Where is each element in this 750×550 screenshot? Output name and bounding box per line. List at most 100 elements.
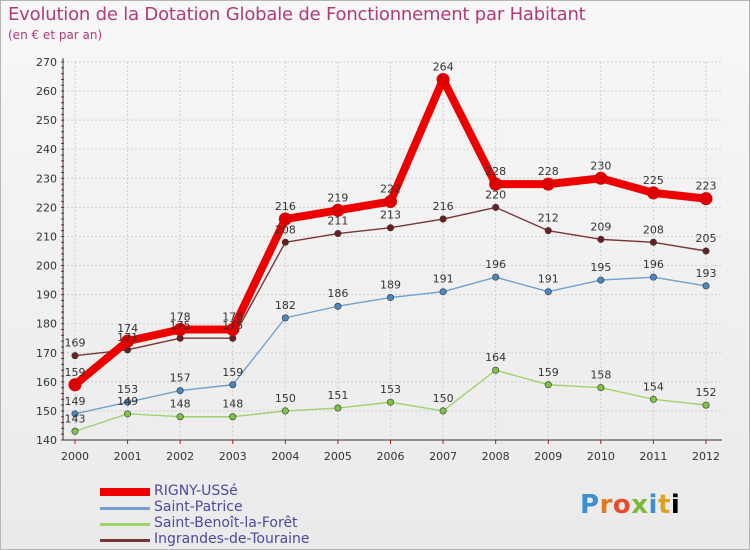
legend-label: Saint-Benoît-la-Forêt [154, 515, 298, 531]
data-label: 186 [327, 287, 348, 300]
data-label: 169 [65, 337, 86, 350]
data-point [229, 381, 237, 389]
data-point [281, 314, 289, 322]
data-label: 175 [170, 319, 191, 332]
data-label: 178 [222, 311, 243, 324]
data-label: 196 [485, 258, 506, 271]
data-point [229, 413, 237, 421]
legend-swatch [100, 507, 150, 510]
data-label: 196 [643, 258, 664, 271]
data-point [384, 195, 397, 209]
data-label: 157 [170, 372, 191, 385]
data-point [597, 384, 605, 392]
data-point [702, 401, 710, 409]
data-label: 151 [327, 389, 348, 402]
data-point [646, 186, 660, 200]
data-label: 182 [275, 299, 296, 312]
data-label: 205 [696, 232, 717, 245]
data-point [439, 215, 447, 223]
data-label: 228 [485, 165, 506, 178]
data-point [699, 192, 713, 206]
data-point [649, 273, 657, 281]
y-tick-label: 170 [36, 347, 57, 360]
data-label: 152 [696, 386, 717, 399]
data-point [334, 230, 342, 238]
data-point [597, 276, 605, 284]
data-point [278, 212, 292, 226]
data-point [544, 227, 552, 235]
x-tick-label: 2000 [61, 450, 89, 463]
y-tick-label: 150 [36, 405, 57, 418]
data-point [334, 404, 342, 412]
data-label: 225 [643, 174, 664, 187]
data-label: 191 [538, 273, 559, 286]
data-label: 208 [275, 223, 296, 236]
data-label: 178 [170, 311, 191, 324]
y-tick-label: 260 [36, 85, 57, 98]
x-tick-label: 2010 [587, 450, 615, 463]
data-label: 150 [433, 392, 454, 405]
data-label: 159 [65, 366, 86, 379]
data-label: 213 [380, 209, 401, 222]
legend-swatch [100, 539, 150, 542]
data-point [334, 302, 342, 310]
data-label: 171 [117, 331, 138, 344]
data-point [121, 334, 135, 348]
data-point [226, 323, 240, 337]
data-point [439, 407, 447, 415]
data-label: 143 [65, 412, 86, 425]
x-tick-label: 2005 [324, 450, 352, 463]
data-point [702, 282, 710, 290]
y-tick-label: 250 [36, 114, 57, 127]
y-tick-label: 160 [36, 376, 57, 389]
data-point [436, 72, 450, 86]
data-point [386, 224, 394, 232]
x-tick-label: 2001 [114, 450, 142, 463]
chart-subtitle: (en € et par an) [8, 28, 103, 42]
data-label: 211 [327, 215, 348, 228]
y-tick-label: 200 [36, 260, 57, 273]
data-label: 209 [590, 220, 611, 233]
data-label: 150 [275, 392, 296, 405]
data-label: 216 [275, 200, 296, 213]
y-tick-label: 210 [36, 230, 57, 243]
data-label: 159 [222, 366, 243, 379]
data-label: 212 [538, 212, 559, 225]
x-tick-label: 2002 [166, 450, 194, 463]
data-label: 208 [643, 223, 664, 236]
x-tick-label: 2009 [534, 450, 562, 463]
legend-swatch [100, 488, 150, 496]
x-tick-label: 2007 [429, 450, 457, 463]
data-point [124, 410, 132, 418]
data-label: 222 [380, 183, 401, 196]
data-label: 148 [222, 398, 243, 411]
data-point [386, 294, 394, 302]
data-point [124, 398, 132, 406]
data-point [649, 238, 657, 246]
data-point [597, 235, 605, 243]
y-tick-label: 270 [36, 56, 57, 69]
legend-label: Saint-Patrice [154, 499, 243, 515]
data-point [702, 247, 710, 255]
data-label: 228 [538, 165, 559, 178]
data-label: 216 [433, 200, 454, 213]
data-point [281, 407, 289, 415]
data-point [594, 171, 608, 185]
data-point [544, 288, 552, 296]
data-point [176, 387, 184, 395]
legend-swatch [100, 523, 150, 526]
chart-title: Evolution de la Dotation Globale de Fonc… [8, 4, 586, 25]
y-tick-label: 240 [36, 143, 57, 156]
data-point [331, 203, 345, 217]
data-label: 195 [590, 261, 611, 274]
data-point [68, 378, 82, 392]
x-tick-label: 2003 [219, 450, 247, 463]
data-label: 154 [643, 380, 664, 393]
series-layer [68, 72, 713, 435]
data-label: 189 [380, 279, 401, 292]
data-label: 230 [590, 159, 611, 172]
data-point [71, 352, 79, 360]
data-label: 193 [696, 267, 717, 280]
